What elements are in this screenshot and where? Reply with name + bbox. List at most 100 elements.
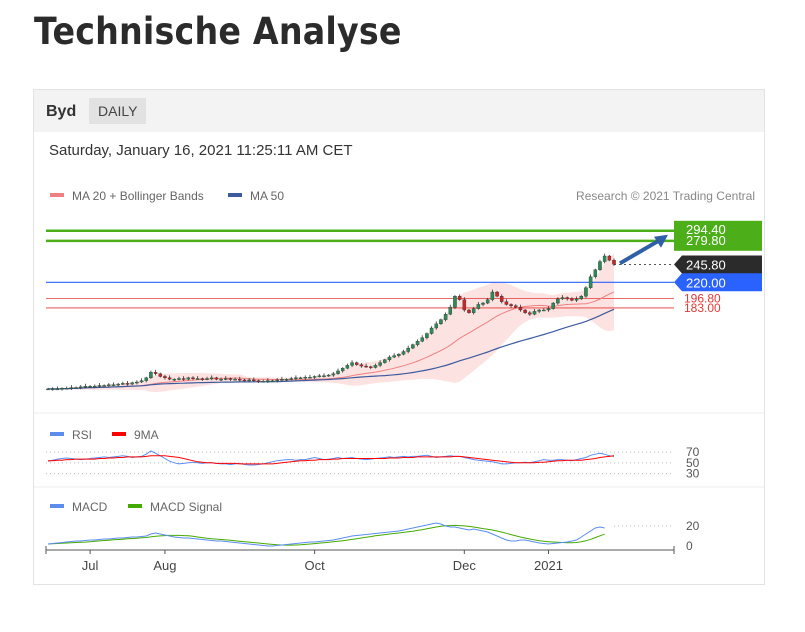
chart-card: Byd DAILY Saturday, January 16, 2021 11:… bbox=[33, 89, 765, 585]
candle-body bbox=[457, 296, 462, 300]
candle-body bbox=[69, 387, 74, 389]
candle-body bbox=[116, 383, 120, 386]
moving-averages bbox=[48, 291, 615, 390]
level-label: 196.80 bbox=[684, 291, 721, 305]
level-label: 245.80 bbox=[686, 257, 726, 272]
candle-body bbox=[139, 380, 144, 383]
candle-body bbox=[560, 297, 565, 300]
candle-body bbox=[453, 296, 457, 308]
level-label: 183.00 bbox=[684, 301, 721, 315]
candle-body bbox=[584, 287, 588, 297]
legend-label-ma50: MA 50 bbox=[250, 189, 284, 203]
candle-body bbox=[93, 386, 97, 388]
macd-signal-line bbox=[47, 524, 605, 546]
candle-body bbox=[46, 388, 50, 391]
candle-body bbox=[537, 309, 541, 312]
time-tick-label: Oct bbox=[305, 558, 326, 573]
chart-header: Byd DAILY bbox=[34, 90, 764, 132]
candle-body bbox=[195, 378, 200, 380]
candle-body bbox=[97, 385, 102, 387]
candle-body bbox=[406, 347, 410, 352]
level-label: 220.00 bbox=[686, 275, 726, 290]
time-tick-label: Aug bbox=[153, 558, 176, 573]
candle-body bbox=[64, 388, 69, 390]
candle-body bbox=[144, 377, 148, 381]
rsi-tick-label: 70 bbox=[686, 445, 700, 459]
candle-body bbox=[167, 377, 172, 380]
candle-body bbox=[326, 374, 331, 377]
candle-body bbox=[373, 365, 378, 368]
candle-body bbox=[205, 378, 209, 380]
candle-body bbox=[266, 380, 270, 382]
candle-body bbox=[485, 299, 490, 304]
candle-body bbox=[102, 385, 106, 387]
candle-body bbox=[228, 378, 233, 380]
time-tick-label: 2021 bbox=[534, 558, 563, 573]
page-title: Technische Analyse bbox=[34, 10, 402, 53]
candle-body bbox=[107, 384, 111, 386]
ma50-line bbox=[48, 308, 615, 390]
candle-body bbox=[60, 388, 64, 390]
period-selector[interactable]: DAILY bbox=[89, 98, 147, 124]
candle-body bbox=[439, 319, 443, 324]
candle-body bbox=[523, 309, 527, 313]
candle-body bbox=[359, 364, 364, 367]
candle-body bbox=[261, 381, 265, 383]
legend-swatch-macd-signal bbox=[128, 504, 142, 508]
time-tick-label: Dec bbox=[453, 558, 477, 573]
candle-body bbox=[209, 377, 214, 379]
candle-body bbox=[532, 311, 537, 315]
candle-body bbox=[598, 261, 602, 270]
candle-body bbox=[153, 372, 158, 374]
candle-body bbox=[289, 378, 293, 380]
candle-body bbox=[462, 299, 467, 311]
candle-body bbox=[331, 373, 336, 376]
macd-tick-label: 0 bbox=[686, 539, 693, 553]
level-lines bbox=[46, 229, 674, 309]
candle-body bbox=[181, 378, 186, 380]
candle-body bbox=[149, 372, 153, 378]
time-tick-label: Jul bbox=[82, 558, 99, 573]
candle-body bbox=[163, 376, 167, 378]
candle-body bbox=[593, 269, 598, 277]
candle-body bbox=[284, 379, 289, 381]
candle-body bbox=[345, 365, 350, 369]
candle-body bbox=[172, 379, 177, 381]
arrow-head bbox=[654, 234, 668, 248]
candle-body bbox=[542, 309, 546, 312]
chart-symbol: Byd bbox=[46, 103, 77, 120]
candle-body bbox=[602, 255, 607, 262]
candle-body bbox=[238, 379, 242, 381]
time-axis: Jul Aug Oct Dec 2021 bbox=[45, 546, 675, 573]
legend-swatch-ma20 bbox=[50, 193, 64, 197]
candle-body bbox=[186, 377, 191, 380]
candle-body bbox=[298, 377, 303, 379]
candle-body bbox=[219, 379, 223, 381]
candle-body bbox=[504, 301, 509, 305]
candle-body bbox=[336, 370, 340, 374]
candle-body bbox=[556, 298, 560, 304]
legend-swatch-ma50 bbox=[228, 193, 242, 197]
candle-body bbox=[233, 379, 237, 381]
candle-body bbox=[546, 308, 551, 311]
candle-body bbox=[191, 377, 195, 379]
legend-label-macd-signal: MACD Signal bbox=[150, 500, 222, 514]
candle-body bbox=[312, 376, 317, 378]
candle-body bbox=[476, 304, 481, 309]
macd-tick-label: 20 bbox=[686, 519, 700, 533]
candle-body bbox=[579, 296, 584, 300]
candle-body bbox=[467, 309, 471, 313]
candle-body bbox=[135, 381, 139, 384]
candle-body bbox=[551, 302, 555, 309]
candle-body bbox=[481, 302, 485, 305]
candle-body bbox=[294, 377, 298, 379]
level-label: 294.40 bbox=[686, 222, 726, 237]
candle-body bbox=[415, 341, 420, 345]
candle-body bbox=[130, 382, 134, 385]
candle-body bbox=[401, 351, 406, 355]
candle-body bbox=[574, 298, 579, 301]
last-price-box bbox=[674, 255, 762, 274]
candle-body bbox=[369, 366, 373, 368]
